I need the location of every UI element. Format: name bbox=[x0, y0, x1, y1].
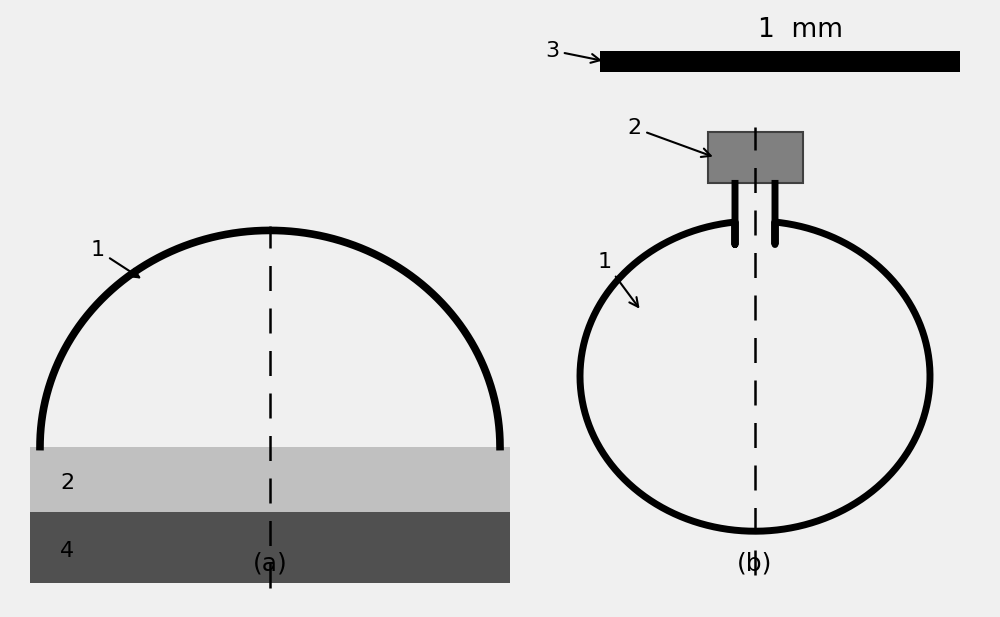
Bar bbox=[708, 131, 802, 183]
Text: 2: 2 bbox=[60, 473, 74, 493]
Bar bbox=[30, 447, 510, 513]
Text: 4: 4 bbox=[60, 542, 74, 561]
Text: 2: 2 bbox=[628, 118, 711, 157]
Text: 1: 1 bbox=[91, 241, 139, 278]
Text: 3: 3 bbox=[545, 41, 600, 63]
Bar bbox=[600, 51, 960, 72]
Text: 1  mm: 1 mm bbox=[758, 17, 842, 43]
Bar bbox=[30, 513, 510, 583]
Text: (a): (a) bbox=[253, 552, 287, 576]
Text: (b): (b) bbox=[737, 552, 773, 576]
Text: 1: 1 bbox=[598, 252, 638, 307]
